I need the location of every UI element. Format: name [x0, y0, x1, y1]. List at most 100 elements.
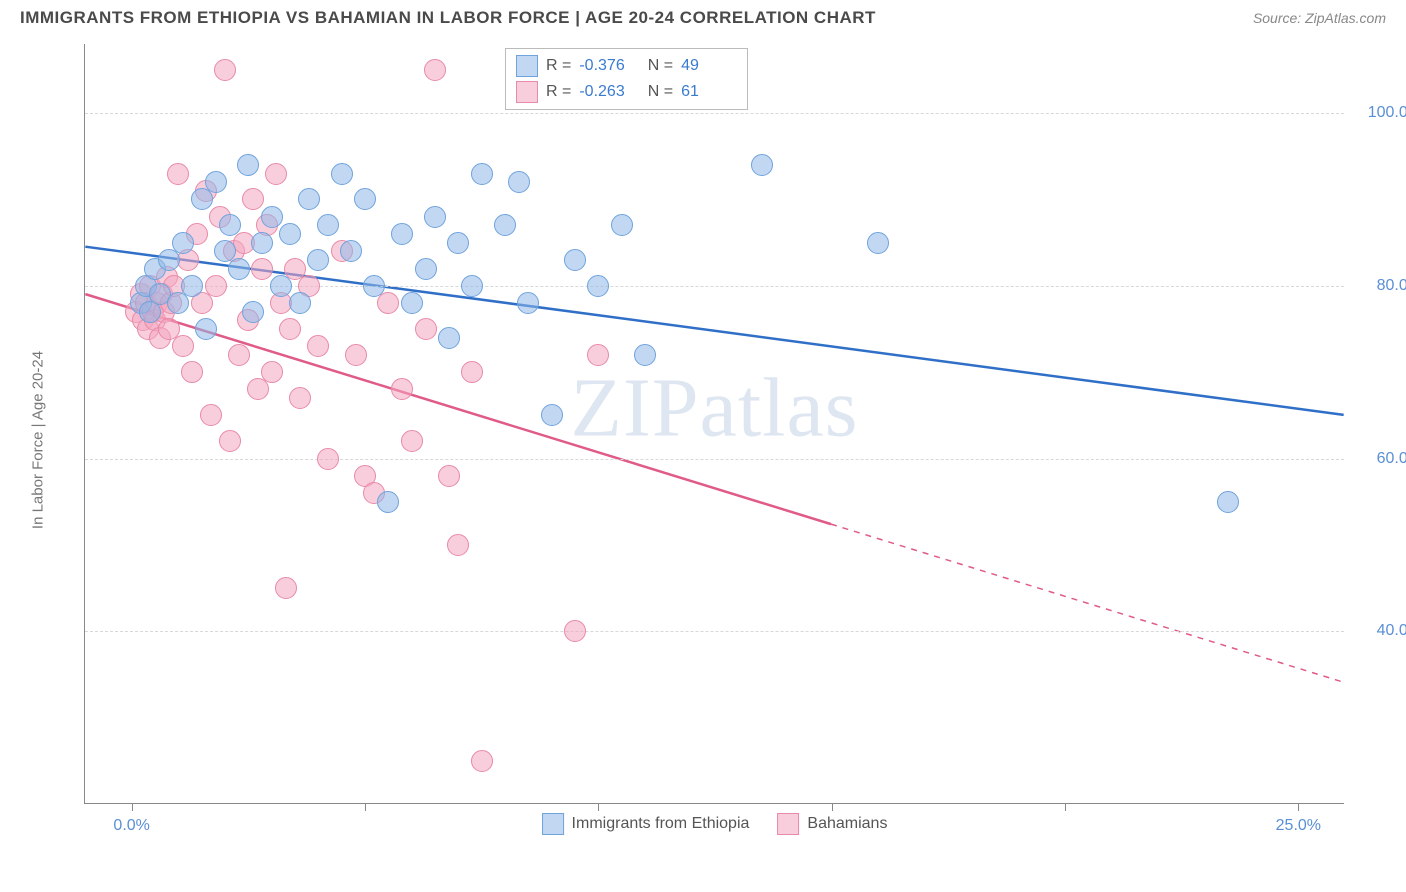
series-legend: Immigrants from Ethiopia Bahamians	[542, 813, 888, 835]
scatter-point	[167, 163, 189, 185]
scatter-point	[363, 275, 385, 297]
scatter-point	[424, 206, 446, 228]
scatter-point	[391, 378, 413, 400]
scatter-point	[354, 188, 376, 210]
scatter-point	[181, 275, 203, 297]
y-tick-label: 40.0%	[1377, 622, 1406, 640]
legend-stat-row: R = -0.376 N = 49	[516, 53, 737, 79]
scatter-point	[251, 232, 273, 254]
legend-label: Immigrants from Ethiopia	[572, 815, 750, 833]
scatter-point	[270, 275, 292, 297]
scatter-point	[275, 577, 297, 599]
x-tick-label: 0.0%	[113, 817, 149, 835]
scatter-point	[377, 491, 399, 513]
scatter-point	[424, 59, 446, 81]
scatter-point	[261, 361, 283, 383]
regression-line	[85, 247, 1343, 415]
scatter-point	[195, 318, 217, 340]
scatter-point	[242, 188, 264, 210]
y-tick-label: 100.0%	[1368, 104, 1406, 122]
scatter-point	[289, 292, 311, 314]
scatter-point	[508, 171, 530, 193]
plot-wrapper: In Labor Force | Age 20-24 ZIPatlas R = …	[48, 44, 1388, 836]
y-tick-label: 60.0%	[1377, 450, 1406, 468]
scatter-point	[317, 214, 339, 236]
x-tick	[1065, 803, 1066, 811]
scatter-point	[345, 344, 367, 366]
scatter-point	[331, 163, 353, 185]
x-tick	[832, 803, 833, 811]
watermark: ZIPatlas	[571, 360, 859, 457]
scatter-point	[265, 163, 287, 185]
scatter-point	[461, 275, 483, 297]
scatter-point	[298, 188, 320, 210]
legend-swatch	[777, 813, 799, 835]
scatter-point	[181, 361, 203, 383]
regression-line-extrapolated	[831, 524, 1344, 682]
scatter-point	[289, 387, 311, 409]
x-tick	[598, 803, 599, 811]
scatter-point	[219, 430, 241, 452]
scatter-point	[279, 223, 301, 245]
legend-stat-row: R = -0.263 N = 61	[516, 79, 737, 105]
scatter-point	[377, 292, 399, 314]
scatter-point	[214, 59, 236, 81]
correlation-legend: R = -0.376 N = 49R = -0.263 N = 61	[505, 48, 748, 110]
scatter-point	[261, 206, 283, 228]
legend-label: Bahamians	[807, 815, 887, 833]
gridline-h	[85, 459, 1344, 460]
scatter-point	[415, 318, 437, 340]
scatter-point	[634, 344, 656, 366]
source-attribution: Source: ZipAtlas.com	[1253, 10, 1386, 26]
scatter-point	[587, 344, 609, 366]
gridline-h	[85, 113, 1344, 114]
stat-value-r: -0.263	[579, 83, 635, 101]
stat-label-r: R =	[546, 57, 571, 75]
scatter-point	[200, 404, 222, 426]
stat-label-n: N =	[643, 57, 673, 75]
scatter-point	[438, 465, 460, 487]
regression-lines-layer	[85, 44, 1344, 803]
scatter-point	[242, 301, 264, 323]
scatter-point	[205, 275, 227, 297]
scatter-point	[340, 240, 362, 262]
scatter-point	[517, 292, 539, 314]
scatter-point	[564, 249, 586, 271]
scatter-point	[564, 620, 586, 642]
scatter-point	[172, 335, 194, 357]
gridline-h	[85, 631, 1344, 632]
legend-swatch	[516, 55, 538, 77]
scatter-point	[237, 154, 259, 176]
x-tick	[132, 803, 133, 811]
scatter-point	[587, 275, 609, 297]
scatter-point	[228, 344, 250, 366]
legend-item: Bahamians	[777, 813, 887, 835]
scatter-point	[471, 750, 493, 772]
scatter-point	[317, 448, 339, 470]
scatter-point	[471, 163, 493, 185]
plot-area: ZIPatlas R = -0.376 N = 49R = -0.263 N =…	[84, 44, 1344, 804]
scatter-point	[279, 318, 301, 340]
scatter-point	[307, 335, 329, 357]
scatter-point	[251, 258, 273, 280]
x-tick	[365, 803, 366, 811]
stat-value-n: 61	[681, 83, 737, 101]
y-axis-label: In Labor Force | Age 20-24	[30, 351, 47, 529]
stat-label-r: R =	[546, 83, 571, 101]
legend-item: Immigrants from Ethiopia	[542, 813, 750, 835]
scatter-point	[307, 249, 329, 271]
scatter-point	[867, 232, 889, 254]
y-tick-label: 80.0%	[1377, 277, 1406, 295]
scatter-point	[438, 327, 460, 349]
scatter-point	[611, 214, 633, 236]
scatter-point	[172, 232, 194, 254]
scatter-point	[447, 232, 469, 254]
scatter-point	[205, 171, 227, 193]
scatter-point	[401, 430, 423, 452]
scatter-point	[461, 361, 483, 383]
scatter-point	[541, 404, 563, 426]
x-tick-label: 25.0%	[1276, 817, 1321, 835]
chart-title: IMMIGRANTS FROM ETHIOPIA VS BAHAMIAN IN …	[20, 8, 876, 28]
scatter-point	[1217, 491, 1239, 513]
stat-label-n: N =	[643, 83, 673, 101]
